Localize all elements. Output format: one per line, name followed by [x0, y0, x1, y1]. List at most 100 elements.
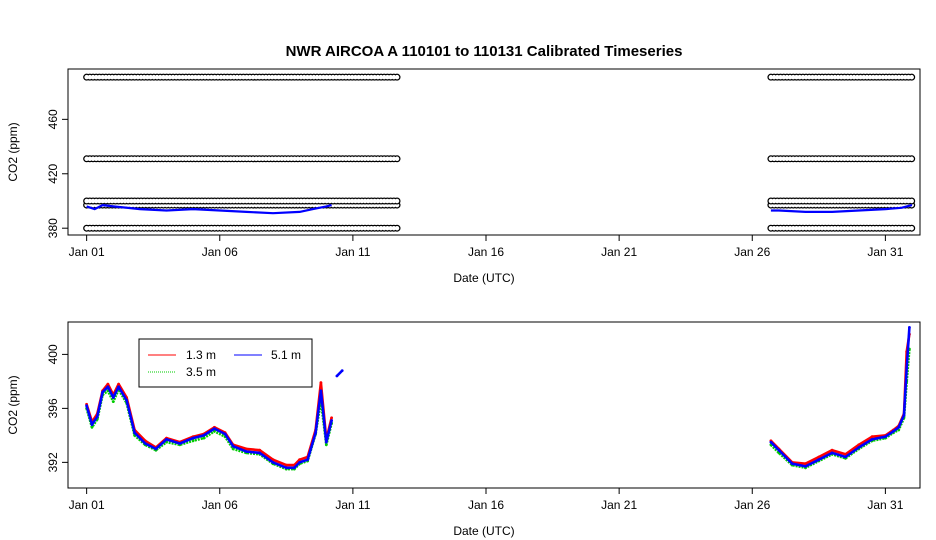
- series-5-1m-point: [85, 404, 88, 408]
- series-1-3m-point: [117, 382, 120, 386]
- series-1-3m-point: [298, 458, 301, 462]
- bottom-y-tick-label: 392: [46, 452, 60, 472]
- series-5-1m-line: [769, 327, 911, 468]
- series-5-1m-point: [223, 432, 227, 436]
- top-plot-marks: [83, 73, 916, 232]
- series-5-1m-point: [790, 462, 794, 466]
- legend-box: [138, 338, 313, 388]
- series-5-1m-point: [298, 461, 301, 464]
- series-3-5m-point: [213, 429, 216, 433]
- bottom-y-tick-label: 396: [46, 398, 60, 418]
- series-5-1m-point: [292, 466, 296, 470]
- series-1-3m-point: [804, 462, 807, 466]
- legend-label-1-3m: 1.3 m: [186, 348, 216, 362]
- series-5-1m-point: [902, 413, 906, 417]
- top-panel: Jan 01 Jan 06 Jan 11 Jan 16 Jan 21 Jan 26 Jan …: [6, 68, 921, 285]
- top-y-tick-label: 380: [46, 218, 60, 238]
- series-5-1m-point: [306, 458, 309, 462]
- bottom-x-tick-label: Jan 01: [69, 498, 105, 512]
- series-5-1m-point: [95, 415, 99, 418]
- series-1-3m-point: [857, 443, 861, 447]
- series-5-1m-point: [319, 389, 323, 393]
- series-5-1m-point: [857, 446, 861, 449]
- bottom-x-axis-label: Date (UTC): [453, 524, 514, 538]
- series-5-1m-point: [844, 455, 847, 459]
- bottom-plot-marks: [85, 326, 911, 471]
- bottom-y-axis-label: CO2 (ppm): [6, 375, 20, 434]
- series-3-5m-point: [231, 447, 235, 451]
- bottom-x-tick-label: Jan 06: [202, 498, 238, 512]
- series-5-1m-point: [330, 419, 333, 422]
- bottom-x-tick-label: Jan 11: [335, 498, 370, 512]
- series-1-3m-line: [769, 333, 911, 465]
- series-5-1m-point: [905, 366, 909, 370]
- bottom-axes: Jan 01 Jan 06 Jan 11 Jan 16 Jan 21 Jan 26 Jan …: [46, 344, 904, 512]
- top-y-tick-label: 420: [46, 163, 60, 183]
- series-5-1m-point: [284, 466, 288, 470]
- series-5-1m-point: [804, 465, 807, 468]
- series-3-5m-point: [111, 400, 115, 403]
- top-x-tick-label: Jan 01: [69, 245, 105, 259]
- series-5-1m-point: [817, 458, 821, 462]
- top-y-tick-label: 460: [46, 109, 60, 129]
- top-plot-frame: [67, 68, 921, 236]
- series-5-1m-point: [191, 436, 195, 440]
- series-1-3m-point: [870, 435, 874, 439]
- series-5-1m-point: [258, 451, 262, 455]
- series-5-1m-point: [271, 461, 275, 464]
- series-5-1m-point: [165, 438, 168, 441]
- series-3-5m-line: [769, 348, 911, 470]
- legend: 1.3 m 5.1 m 3.5 m: [138, 338, 313, 388]
- series-1-3m-point: [245, 447, 248, 451]
- series-1-3m-point: [284, 463, 288, 467]
- series-5-1m-point: [133, 431, 137, 435]
- top-axes: Jan 01 Jan 06 Jan 11 Jan 16 Jan 21 Jan 26 Jan …: [46, 109, 904, 259]
- bottom-x-tick-label: Jan 26: [734, 498, 770, 512]
- series-1-3m-point: [330, 416, 333, 420]
- bottom-x-tick-label: Jan 21: [601, 498, 637, 512]
- series-5-1m-point: [335, 374, 339, 378]
- top-x-tick-label: Jan 26: [734, 245, 770, 259]
- top-y-axis-label: CO2 (ppm): [6, 122, 20, 181]
- series-5-1m-point: [111, 396, 115, 399]
- series-5-1m-point: [897, 425, 901, 429]
- bottom-x-tick-label: Jan 16: [468, 498, 504, 512]
- series-5-1m-point: [106, 385, 110, 389]
- series-5-1m-point: [892, 429, 895, 433]
- series-5-1m-point: [178, 442, 182, 445]
- series-5-1m-point: [870, 438, 874, 441]
- series-5-1m-point: [884, 435, 887, 439]
- series-5-1m-point: [154, 447, 158, 451]
- top-x-tick-label: Jan 06: [202, 245, 238, 259]
- series-5-1m-point: [143, 442, 147, 445]
- series-5-1m-point: [202, 434, 206, 437]
- series-5-1m-point: [908, 326, 911, 329]
- series-5-1m-point: [231, 444, 235, 448]
- series-5-1m-point: [117, 385, 120, 389]
- top-x-tick-label: Jan 11: [335, 245, 370, 259]
- top-x-tick-label: Jan 21: [601, 245, 637, 259]
- top-x-tick-label: Jan 31: [867, 245, 903, 259]
- series-5-1m-point: [324, 440, 328, 444]
- series-1-3m-point: [258, 448, 262, 452]
- bottom-panel: Jan 01 Jan 06 Jan 11 Jan 16 Jan 21 Jan 26 Jan …: [6, 321, 921, 538]
- series-3-5m-point: [90, 425, 94, 429]
- series-1-3m-point: [106, 382, 110, 386]
- series-3-5m-point: [191, 439, 195, 443]
- series-5-1m-point: [340, 369, 344, 372]
- series-5-1m-point: [769, 440, 773, 444]
- chart-title: NWR AIRCOA A 110101 to 110131 Calibrated…: [286, 43, 683, 60]
- series-5-1m-point: [245, 450, 248, 453]
- top-ambient-series: [86, 204, 332, 215]
- series-5-1m-point: [314, 431, 317, 435]
- top-ambient-series: [770, 204, 913, 213]
- series-5-1m-point: [101, 390, 104, 394]
- legend-label-5-1m: 5.1 m: [271, 348, 301, 362]
- series-3-5m-point: [202, 436, 206, 440]
- series-5-1m-point: [90, 423, 94, 426]
- bottom-x-tick-label: Jan 31: [867, 498, 903, 512]
- top-x-axis-label: Date (UTC): [453, 271, 514, 285]
- series-5-1m-point: [125, 398, 128, 402]
- series-3-5m-point: [324, 443, 328, 447]
